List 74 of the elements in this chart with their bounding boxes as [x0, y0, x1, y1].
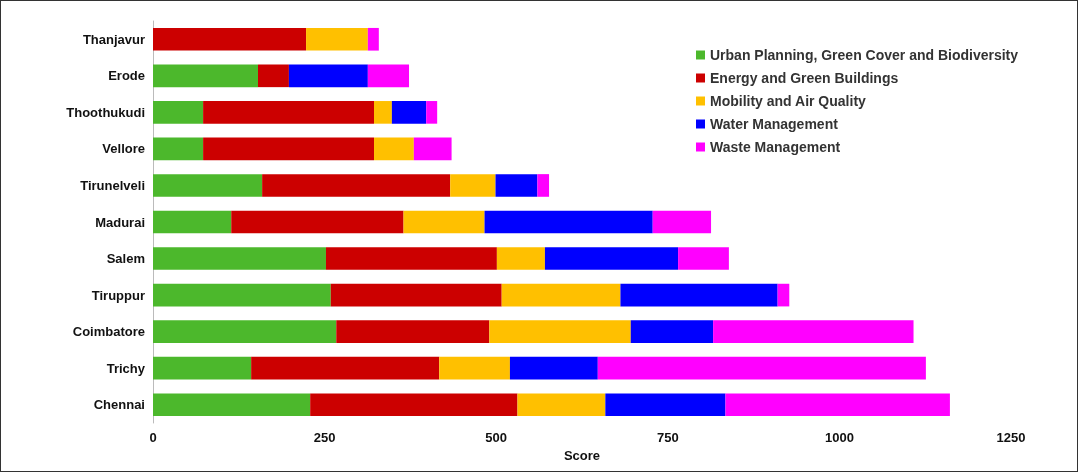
- bar: [325, 247, 497, 270]
- bar: [153, 101, 204, 124]
- bar: [450, 174, 496, 197]
- bar: [251, 356, 440, 380]
- y-tick-label: Trichy: [106, 360, 146, 376]
- bar: [336, 320, 490, 343]
- bar: [153, 247, 326, 270]
- bar: [777, 283, 790, 307]
- bar: [153, 27, 307, 51]
- bar: [231, 210, 404, 234]
- y-tick-label: Erode: [108, 68, 145, 84]
- y-tick-label: Madurai: [95, 214, 145, 230]
- bar: [153, 356, 252, 380]
- bar: [517, 393, 606, 417]
- bar: [203, 101, 375, 124]
- y-tick-label: Thanjavur: [82, 31, 145, 47]
- x-tick-label: 1000: [824, 430, 854, 445]
- bar: [439, 356, 510, 380]
- bar: [262, 174, 451, 197]
- bar: [153, 174, 263, 197]
- x-axis-title: Score: [563, 447, 601, 463]
- legend-label: Energy and Green Buildings: [710, 70, 899, 86]
- bar: [597, 356, 926, 380]
- bar: [153, 64, 259, 88]
- legend-label: Waste Management: [710, 139, 841, 155]
- y-tick-label: Salem: [106, 251, 145, 267]
- bar: [153, 320, 337, 343]
- bar: [413, 137, 452, 161]
- bar: [678, 247, 729, 270]
- bar: [496, 247, 545, 270]
- x-tick-label: 250: [313, 430, 336, 445]
- bar: [153, 393, 311, 417]
- bar: [153, 137, 204, 161]
- x-tick-label: 500: [485, 430, 508, 445]
- bar: [713, 320, 914, 343]
- bar: [374, 137, 414, 161]
- bar: [330, 283, 502, 307]
- bar: [374, 101, 392, 124]
- legend-label: Urban Planning, Green Cover and Biodiversity: [710, 47, 1019, 63]
- bar: [367, 64, 410, 88]
- y-tick-label: Tiruppur: [91, 287, 145, 303]
- bar: [203, 137, 375, 161]
- legend-label: Mobility and Air Quality: [710, 93, 867, 109]
- bar: [495, 174, 538, 197]
- bar: [501, 283, 621, 307]
- y-tick-label: Tirunelveli: [80, 177, 145, 193]
- bar: [725, 393, 950, 417]
- y-tick-label: Thoothukudi: [66, 104, 145, 120]
- y-tick-label: Coimbatore: [72, 324, 145, 340]
- bar: [509, 356, 598, 380]
- bar: [367, 27, 379, 51]
- bar: [620, 283, 778, 307]
- bar: [403, 210, 485, 234]
- bar: [537, 174, 550, 197]
- bar: [605, 393, 726, 417]
- bar: [426, 101, 438, 124]
- bar: [489, 320, 631, 343]
- bar: [288, 64, 368, 88]
- bar: [484, 210, 653, 234]
- legend-label: Water Management: [710, 116, 839, 132]
- bar: [544, 247, 679, 270]
- bar: [630, 320, 714, 343]
- y-tick-label: Chennai: [93, 397, 145, 413]
- x-tick-label: 0: [149, 430, 157, 445]
- bar: [652, 210, 712, 234]
- bar: [391, 101, 427, 124]
- x-tick-label: 750: [656, 430, 679, 445]
- bar: [258, 64, 289, 88]
- bar: [306, 27, 368, 51]
- bar: [153, 210, 232, 234]
- bar: [153, 283, 331, 307]
- bar: [310, 393, 518, 417]
- y-tick-label: Vellore: [102, 141, 145, 157]
- x-tick-label: 1250: [996, 430, 1026, 445]
